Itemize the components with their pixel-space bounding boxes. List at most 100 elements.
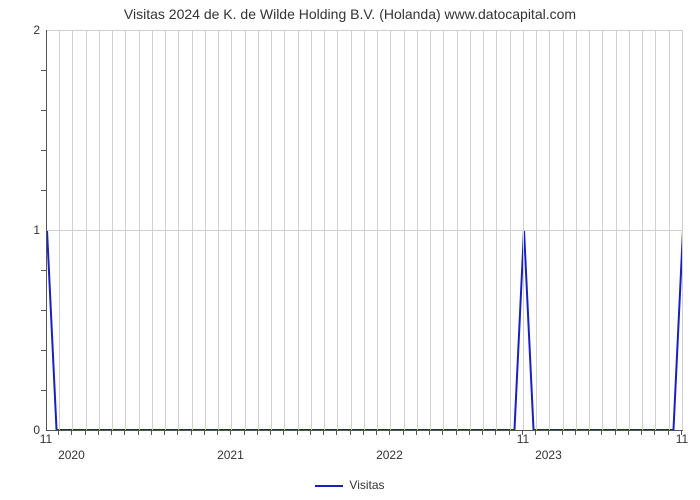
x-minor-tick xyxy=(482,430,483,435)
grid-line-vertical xyxy=(682,30,683,430)
x-minor-tick xyxy=(654,430,655,435)
grid-line-vertical xyxy=(125,30,126,430)
x-minor-tick xyxy=(336,430,337,435)
x-minor-tick xyxy=(668,430,669,435)
y-minor-tick xyxy=(41,270,46,271)
grid-line-vertical xyxy=(192,30,193,430)
x-minor-tick xyxy=(588,430,589,435)
grid-line-vertical xyxy=(152,30,153,430)
y-minor-tick xyxy=(41,350,46,351)
y-minor-tick xyxy=(41,70,46,71)
grid-line-vertical xyxy=(483,30,484,430)
grid-line-vertical xyxy=(457,30,458,430)
x-minor-tick xyxy=(562,430,563,435)
x-minor-tick xyxy=(509,430,510,435)
grid-line-vertical xyxy=(298,30,299,430)
grid-line-vertical xyxy=(311,30,312,430)
grid-line-vertical xyxy=(245,30,246,430)
plot-area xyxy=(46,30,683,431)
x-minor-tick xyxy=(270,430,271,435)
grid-line-vertical xyxy=(443,30,444,430)
y-minor-tick xyxy=(41,190,46,191)
grid-line-vertical xyxy=(563,30,564,430)
x-major-label: 2022 xyxy=(376,448,403,462)
x-point-label: 11 xyxy=(40,432,52,446)
x-minor-tick xyxy=(469,430,470,435)
y-minor-tick xyxy=(41,150,46,151)
x-minor-tick xyxy=(641,430,642,435)
x-minor-tick xyxy=(98,430,99,435)
grid-line-vertical xyxy=(404,30,405,430)
x-major-label: 2021 xyxy=(217,448,244,462)
grid-line-vertical xyxy=(470,30,471,430)
legend-label: Visitas xyxy=(349,478,384,492)
y-minor-tick xyxy=(41,390,46,391)
grid-line-horizontal xyxy=(47,230,683,231)
x-minor-tick xyxy=(403,430,404,435)
grid-line-vertical xyxy=(351,30,352,430)
x-minor-tick xyxy=(350,430,351,435)
grid-line-vertical xyxy=(218,30,219,430)
grid-line-vertical xyxy=(496,30,497,430)
grid-line-horizontal xyxy=(47,30,683,31)
x-minor-tick xyxy=(389,430,390,435)
grid-line-vertical xyxy=(205,30,206,430)
x-minor-tick xyxy=(495,430,496,435)
grid-line-vertical xyxy=(72,30,73,430)
x-minor-tick xyxy=(548,430,549,435)
x-minor-tick xyxy=(363,430,364,435)
x-minor-tick xyxy=(230,430,231,435)
grid-line-vertical xyxy=(629,30,630,430)
x-minor-tick xyxy=(138,430,139,435)
x-minor-tick xyxy=(204,430,205,435)
grid-line-vertical xyxy=(112,30,113,430)
x-minor-tick xyxy=(85,430,86,435)
x-minor-tick xyxy=(71,430,72,435)
x-major-label: 2023 xyxy=(535,448,562,462)
grid-line-vertical xyxy=(549,30,550,430)
grid-line-vertical xyxy=(337,30,338,430)
x-minor-tick xyxy=(151,430,152,435)
grid-line-vertical xyxy=(417,30,418,430)
x-minor-tick xyxy=(442,430,443,435)
x-minor-tick xyxy=(535,430,536,435)
chart-container: Visitas 2024 de K. de Wilde Holding B.V.… xyxy=(0,0,700,500)
x-minor-tick xyxy=(191,430,192,435)
y-tick-label: 2 xyxy=(33,23,40,37)
grid-line-vertical xyxy=(59,30,60,430)
grid-line-vertical xyxy=(324,30,325,430)
x-minor-tick xyxy=(111,430,112,435)
x-point-label: 11 xyxy=(517,432,529,446)
grid-line-vertical xyxy=(165,30,166,430)
x-minor-tick xyxy=(58,430,59,435)
x-minor-tick xyxy=(244,430,245,435)
grid-line-vertical xyxy=(364,30,365,430)
x-minor-tick xyxy=(257,430,258,435)
chart-title: Visitas 2024 de K. de Wilde Holding B.V.… xyxy=(0,6,700,22)
x-minor-tick xyxy=(217,430,218,435)
grid-line-vertical xyxy=(642,30,643,430)
grid-line-vertical xyxy=(616,30,617,430)
y-minor-tick xyxy=(41,310,46,311)
x-minor-tick xyxy=(429,430,430,435)
x-point-label: 11 xyxy=(676,432,688,446)
grid-line-vertical xyxy=(536,30,537,430)
x-minor-tick xyxy=(164,430,165,435)
x-minor-tick xyxy=(283,430,284,435)
grid-line-vertical xyxy=(377,30,378,430)
x-minor-tick xyxy=(416,430,417,435)
x-minor-tick xyxy=(124,430,125,435)
grid-line-vertical xyxy=(139,30,140,430)
grid-line-vertical xyxy=(602,30,603,430)
x-minor-tick xyxy=(628,430,629,435)
legend-swatch xyxy=(315,485,343,487)
grid-line-vertical xyxy=(271,30,272,430)
y-tick-label: 1 xyxy=(33,223,40,237)
x-major-label: 2020 xyxy=(58,448,85,462)
x-minor-tick xyxy=(615,430,616,435)
grid-line-vertical xyxy=(258,30,259,430)
grid-line-vertical xyxy=(430,30,431,430)
grid-line-vertical xyxy=(523,30,524,430)
grid-line-vertical xyxy=(669,30,670,430)
x-minor-tick xyxy=(297,430,298,435)
